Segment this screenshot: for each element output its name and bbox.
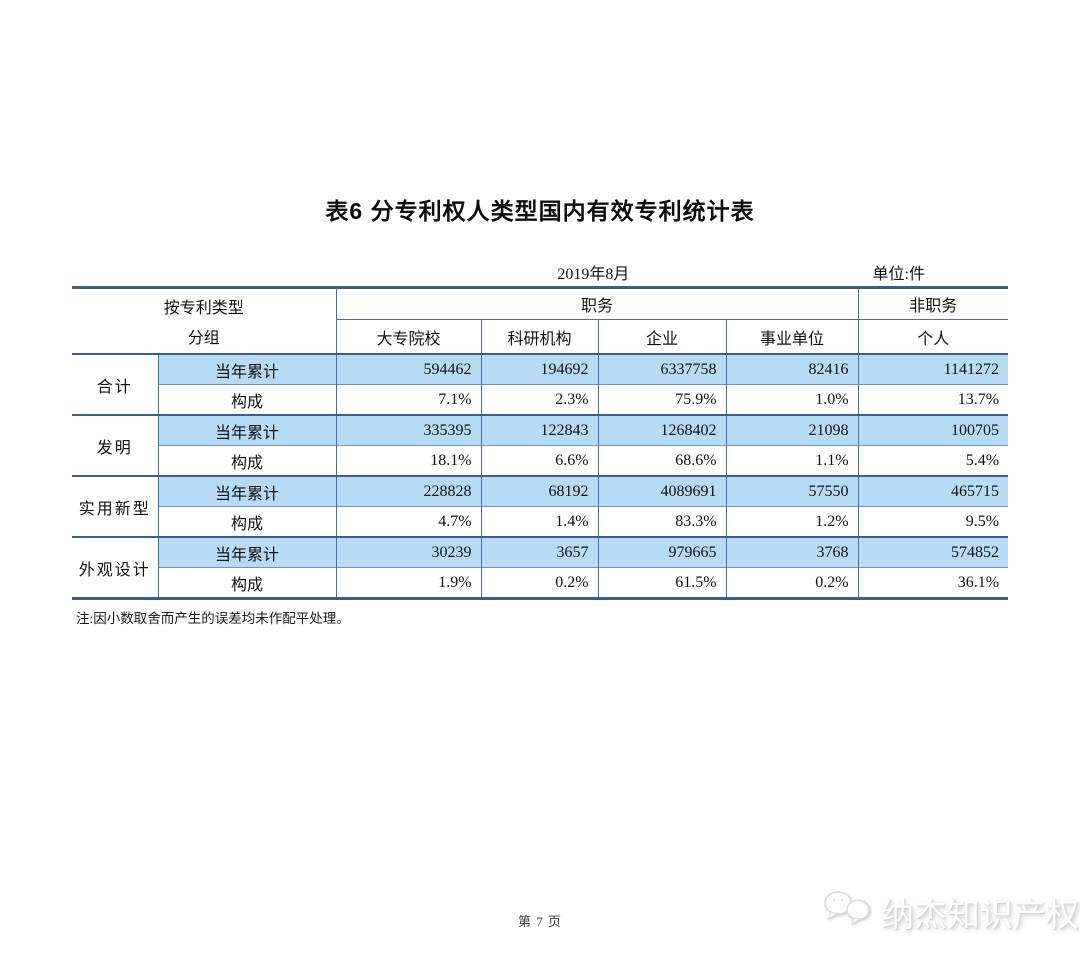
category-cell: 发明: [72, 414, 158, 476]
metric-label-cell: 构成: [157, 506, 337, 537]
metric-label-cell: 构成: [157, 567, 337, 599]
value-cell: 61.5%: [597, 567, 727, 599]
value-cell: 1.9%: [335, 567, 482, 599]
value-cell: 979665: [597, 536, 727, 568]
header-row-1: 按专利类型 分组 职务 非职务: [72, 287, 1009, 347]
category-cell: 外观设计: [72, 536, 158, 599]
group-header-line1: 按专利类型: [163, 300, 244, 317]
value-cell: 465715: [857, 475, 1009, 507]
value-cell: 2.3%: [480, 384, 599, 415]
category-cell: 实用新型: [72, 475, 158, 537]
watermark: 纳杰知识产权.: [821, 887, 1080, 937]
table-row: 构成 7.1% 2.3% 75.9% 1.0% 13.7%: [72, 384, 1009, 415]
patent-statistics-table: 按专利类型 分组 职务 非职务 大专院校 科研机构 企业 事业单位 个人 合计 …: [72, 286, 1009, 600]
value-cell: 36.1%: [857, 567, 1009, 599]
table-footnote: 注:因小数取舍而产生的误差均未作配平处理。: [76, 611, 350, 626]
value-cell: 1268402: [597, 414, 727, 446]
table-row: 合计 当年累计 594462 194692 6337758 82416 1141…: [72, 353, 1009, 415]
value-cell: 13.7%: [857, 384, 1009, 415]
value-cell: 21098: [725, 414, 859, 446]
value-cell: 82416: [725, 353, 859, 385]
metric-label-cell: 当年累计: [157, 353, 337, 385]
value-cell: 68.6%: [597, 445, 727, 476]
value-cell: 574852: [857, 536, 1009, 568]
service-header: 职务: [335, 287, 859, 320]
column-header: 事业单位: [725, 319, 859, 355]
value-cell: 6337758: [597, 353, 727, 385]
column-header: 企业: [597, 319, 727, 355]
value-cell: 194692: [480, 353, 599, 385]
value-cell: 594462: [335, 353, 482, 385]
value-cell: 0.2%: [480, 567, 599, 599]
non-service-header: 非职务: [857, 287, 1009, 320]
value-cell: 100705: [857, 414, 1009, 446]
table-row: 发明 当年累计 335395 122843 1268402 21098 1007…: [72, 414, 1009, 476]
value-cell: 75.9%: [597, 384, 727, 415]
value-cell: 228828: [335, 475, 482, 507]
value-cell: 57550: [725, 475, 859, 507]
group-header-line2: 分组: [187, 330, 220, 347]
table-subtitle-row: 2019年8月 单位:件: [72, 260, 1008, 283]
column-header: 个人: [857, 319, 1009, 355]
value-cell: 122843: [480, 414, 599, 446]
value-cell: 68192: [480, 475, 599, 507]
value-cell: 1.4%: [480, 506, 599, 537]
table-row: 实用新型 当年累计 228828 68192 4089691 57550 465…: [72, 475, 1009, 537]
value-cell: 335395: [335, 414, 482, 446]
report-period: 2019年8月: [557, 266, 630, 283]
table-row: 构成 18.1% 6.6% 68.6% 1.1% 5.4%: [72, 445, 1009, 476]
value-cell: 1.2%: [725, 506, 859, 537]
column-header: 大专院校: [335, 319, 482, 355]
table-row: 构成 4.7% 1.4% 83.3% 1.2% 9.5%: [72, 506, 1009, 537]
value-cell: 4089691: [597, 475, 727, 507]
value-cell: 18.1%: [335, 445, 482, 476]
value-cell: 83.3%: [597, 506, 727, 537]
value-cell: 1.1%: [725, 445, 859, 476]
value-cell: 5.4%: [857, 445, 1009, 476]
value-cell: 6.6%: [480, 445, 599, 476]
value-cell: 1141272: [857, 353, 1009, 385]
value-cell: 1.0%: [725, 384, 859, 415]
chat-bubbles-logo-icon: [821, 887, 873, 937]
table-row: 外观设计 当年累计 30239 3657 979665 3768 574852: [72, 536, 1009, 599]
metric-label-cell: 构成: [157, 445, 337, 476]
unit-label: 单位:件: [872, 266, 925, 283]
column-header: 科研机构: [480, 319, 599, 355]
value-cell: 4.7%: [335, 506, 482, 537]
value-cell: 30239: [335, 536, 482, 568]
category-cell: 合计: [72, 353, 158, 415]
metric-label-cell: 当年累计: [157, 414, 337, 446]
value-cell: 0.2%: [725, 567, 859, 599]
value-cell: 9.5%: [857, 506, 1009, 537]
value-cell: 3768: [725, 536, 859, 568]
metric-label-cell: 当年累计: [157, 536, 337, 568]
header-row-2: 大专院校 科研机构 企业 事业单位 个人: [72, 319, 1009, 355]
value-cell: 7.1%: [335, 384, 482, 415]
metric-label-cell: 当年累计: [157, 475, 337, 507]
watermark-text: 纳杰知识产权.: [880, 896, 1080, 933]
value-cell: 3657: [480, 536, 599, 568]
group-header-cell: 按专利类型 分组: [72, 288, 336, 355]
page-title: 表6 分专利权人类型国内有效专利统计表: [325, 198, 755, 224]
table-row: 构成 1.9% 0.2% 61.5% 0.2% 36.1%: [72, 567, 1009, 599]
metric-label-cell: 构成: [157, 384, 337, 415]
